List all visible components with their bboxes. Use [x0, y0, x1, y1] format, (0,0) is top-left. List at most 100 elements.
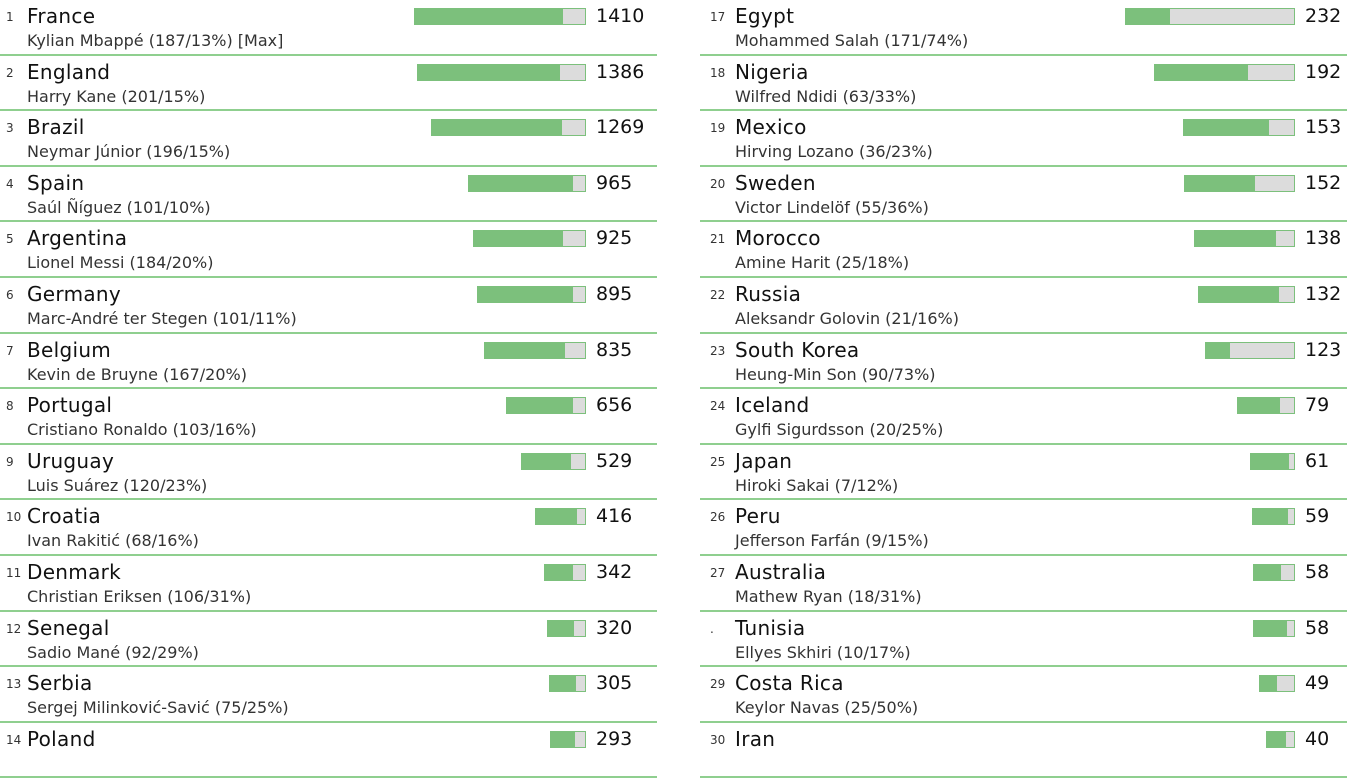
country-label: Mexico — [735, 115, 807, 140]
table-row: 9 Uruguay Luis Suárez (120/23%) 529 — [0, 445, 657, 501]
left-column: 1 France Kylian Mbappé (187/13%) [Max] 1410… — [0, 0, 657, 778]
value-bar — [1198, 285, 1295, 303]
value-label: 342 — [596, 560, 633, 583]
table-row: 30 Iran 40 — [700, 723, 1347, 778]
country-label: Peru — [735, 504, 781, 529]
country-label: Russia — [735, 281, 802, 306]
rank-label: 20 — [710, 176, 726, 191]
rank-label: . — [710, 621, 714, 636]
value-label: 656 — [596, 394, 633, 417]
country-label: Portugal — [27, 393, 113, 418]
value-bar-fill — [415, 9, 563, 24]
table-row: 27 Australia Mathew Ryan (18/31%) 58 — [700, 556, 1347, 612]
value-bar — [468, 174, 586, 192]
player-label: Neymar Júnior (196/15%) — [27, 142, 231, 162]
country-label: France — [27, 4, 96, 28]
table-row: 23 South Korea Heung-Min Son (90/73%) 123 — [700, 334, 1347, 390]
value-bar-fill — [1238, 398, 1281, 414]
player-label: Saúl Ñíguez (101/10%) — [27, 197, 211, 217]
value-bar-fill — [506, 398, 573, 414]
value-bar — [1204, 341, 1295, 359]
value-label: 1386 — [596, 60, 645, 83]
country-label: Australia — [735, 559, 827, 584]
table-row: 7 Belgium Kevin de Bruyne (167/20%) 835 — [0, 334, 657, 390]
table-row: 13 Serbia Sergej Milinković-Savić (75/25%)… — [0, 667, 657, 723]
value-bar-fill — [1266, 731, 1286, 747]
value-bar-fill — [549, 676, 577, 692]
player-label: Harry Kane (201/15%) — [27, 86, 206, 106]
rank-label: 30 — [710, 732, 726, 747]
table-row: 20 Sweden Victor Lindelöf (55/36%) 152 — [700, 167, 1347, 223]
value-label: 59 — [1305, 505, 1330, 528]
player-label: Marc-André ter Stegen (101/11%) — [27, 308, 297, 328]
country-label: Sweden — [735, 170, 816, 195]
value-label: 152 — [1305, 171, 1342, 194]
rank-label: 12 — [6, 621, 22, 636]
value-bar-fill — [417, 64, 560, 80]
player-label: Kylian Mbappé (187/13%) [Max] — [27, 31, 284, 50]
player-label: Victor Lindelöf (55/36%) — [735, 197, 929, 217]
rank-label: 19 — [710, 121, 726, 136]
value-bar-fill — [547, 620, 575, 636]
player-label: Kevin de Bruyne (167/20%) — [27, 364, 247, 384]
rank-label: 9 — [6, 454, 14, 469]
value-label: 123 — [1305, 338, 1342, 361]
value-label: 835 — [596, 338, 633, 361]
value-bar — [1183, 119, 1295, 137]
country-label: Senegal — [27, 615, 110, 640]
country-label: Morocco — [735, 226, 821, 251]
value-bar-fill — [1252, 509, 1288, 525]
table-row: 29 Costa Rica Keylor Navas (25/50%) 49 — [700, 667, 1347, 723]
value-bar-fill — [1205, 342, 1230, 358]
value-bar — [1193, 230, 1295, 248]
country-label: Germany — [27, 281, 122, 306]
rank-label: 29 — [710, 677, 726, 692]
rank-label: 2 — [6, 65, 14, 80]
table-row: 18 Nigeria Wilfred Ndidi (63/33%) 192 — [700, 56, 1347, 112]
rank-label: 26 — [710, 510, 726, 525]
value-label: 138 — [1305, 227, 1342, 250]
value-label: 305 — [596, 672, 633, 695]
rank-label: 5 — [6, 232, 14, 247]
table-row: 17 Egypt Mohammed Salah (171/74%) 232 — [700, 0, 1347, 56]
value-bar-fill — [469, 175, 574, 191]
value-bar-fill — [1253, 620, 1288, 636]
value-label: 132 — [1305, 282, 1342, 305]
value-bar — [1250, 452, 1295, 470]
value-bar — [416, 63, 586, 81]
player-label: Lionel Messi (184/20%) — [27, 253, 214, 273]
value-bar-fill — [522, 453, 571, 469]
table-row: 21 Morocco Amine Harit (25/18%) 138 — [700, 222, 1347, 278]
rank-label: 23 — [710, 343, 726, 358]
player-label: Christian Eriksen (106/31%) — [27, 586, 252, 606]
value-bar — [1237, 397, 1295, 415]
value-bar-fill — [1199, 286, 1279, 302]
table-row: 12 Senegal Sadio Mané (92/29%) 320 — [0, 612, 657, 668]
player-label: Mathew Ryan (18/31%) — [735, 586, 922, 606]
value-label: 293 — [596, 727, 633, 750]
country-label: Japan — [735, 448, 793, 473]
value-label: 192 — [1305, 60, 1342, 83]
value-bar-fill — [474, 231, 563, 247]
rank-label: 3 — [6, 121, 14, 136]
player-label: Heung-Min Son (90/73%) — [735, 364, 936, 384]
table-row: 19 Mexico Hirving Lozano (36/23%) 153 — [700, 111, 1347, 167]
country-label: South Korea — [735, 337, 860, 362]
table-row: . Tunisia Ellyes Skhiri (10/17%) 58 — [700, 612, 1347, 668]
rank-label: 17 — [710, 10, 726, 24]
value-bar — [1125, 8, 1295, 25]
value-bar — [1251, 508, 1295, 526]
right-column: 17 Egypt Mohammed Salah (171/74%) 232 18 Nige… — [700, 0, 1347, 778]
value-bar — [431, 119, 586, 137]
player-label: Amine Harit (25/18%) — [735, 253, 910, 273]
country-label: Iran — [735, 726, 776, 751]
value-label: 153 — [1305, 116, 1342, 139]
country-label: Nigeria — [735, 59, 809, 84]
rank-label: 14 — [6, 732, 22, 747]
rank-label: 10 — [6, 510, 22, 525]
table-row: 6 Germany Marc-André ter Stegen (101/11%) 8… — [0, 278, 657, 334]
value-bar-fill — [1253, 564, 1282, 580]
value-bar-fill — [1155, 64, 1249, 80]
table-row: 25 Japan Hiroki Sakai (7/12%) 61 — [700, 445, 1347, 501]
table-row: 22 Russia Aleksandr Golovin (21/16%) 132 — [700, 278, 1347, 334]
